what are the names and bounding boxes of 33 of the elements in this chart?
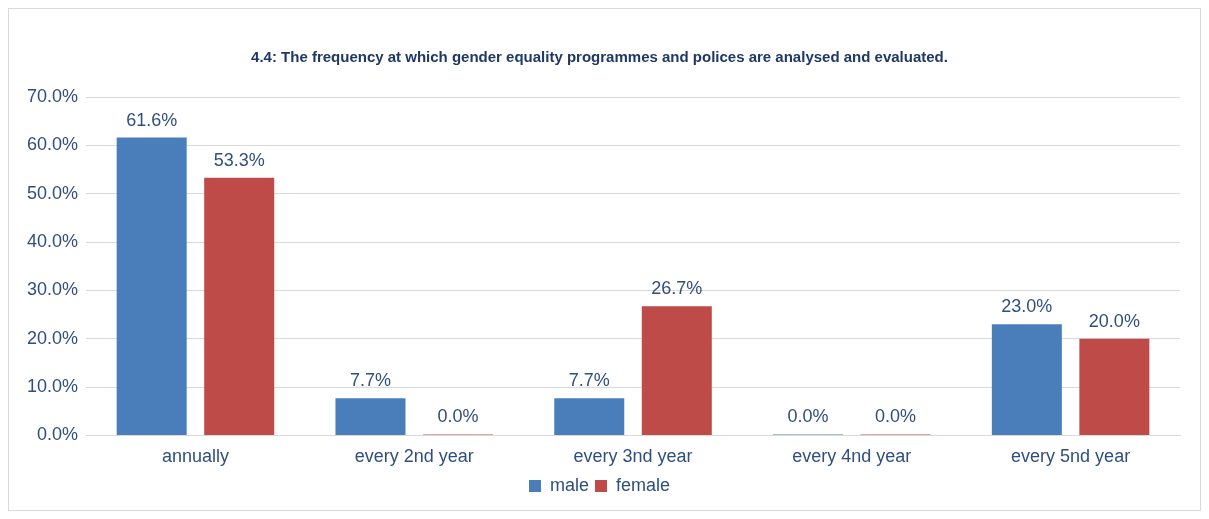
chart-title: 4.4: The frequency at which gender equality programmes and polices are analysed and evaluated.	[251, 48, 948, 66]
y-tick-label: 60.0%	[26, 134, 79, 155]
bar	[1079, 338, 1150, 435]
y-tick-label: 10.0%	[26, 376, 79, 397]
data-label: 7.7%	[349, 370, 391, 391]
data-label: 0.0%	[437, 406, 479, 427]
legend-label: female	[615, 474, 671, 495]
data-label: 0.0%	[787, 406, 829, 427]
x-tick-label: every 5nd year	[1011, 446, 1131, 467]
y-tick-label: 50.0%	[26, 182, 79, 203]
data-label: 20.0%	[1088, 310, 1140, 331]
bar	[335, 398, 406, 435]
x-tick-label: every 2nd year	[354, 446, 474, 467]
bar	[991, 324, 1062, 435]
legend-label: male	[549, 474, 589, 495]
x-tick-label: every 4nd year	[792, 446, 912, 467]
data-label: 61.6%	[126, 109, 178, 130]
data-label: 0.0%	[875, 406, 917, 427]
bar	[641, 306, 712, 435]
bar	[116, 137, 187, 435]
bar	[204, 177, 275, 435]
x-tick-label: annually	[161, 446, 229, 467]
data-label: 23.0%	[1001, 296, 1053, 317]
y-tick-label: 30.0%	[26, 279, 79, 300]
data-label: 7.7%	[568, 370, 610, 391]
bar	[554, 398, 625, 435]
data-label: 53.3%	[213, 149, 265, 170]
x-tick-label: every 3nd year	[573, 446, 693, 467]
y-tick-label: 0.0%	[37, 424, 79, 445]
y-tick-label: 40.0%	[26, 231, 79, 251]
y-tick-label: 70.0%	[26, 85, 79, 106]
y-tick-label: 20.0%	[26, 327, 79, 348]
data-label: 26.7%	[651, 278, 703, 299]
